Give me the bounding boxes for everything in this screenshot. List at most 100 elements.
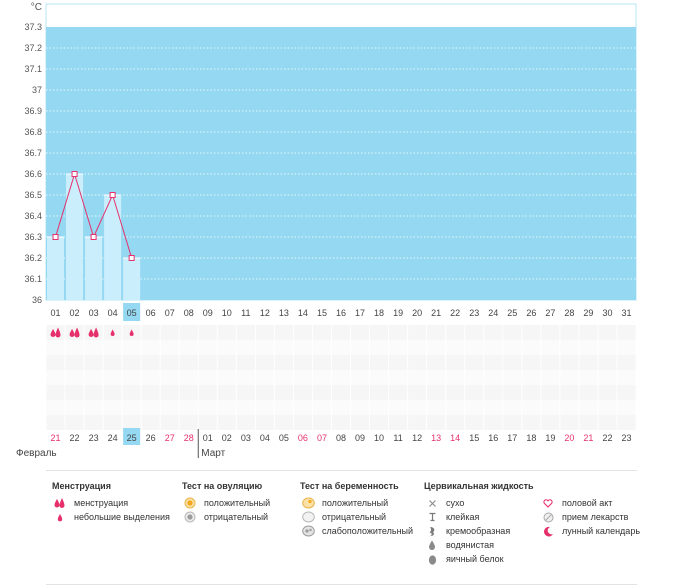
cycle-day-label: 27 — [545, 308, 555, 318]
sticky-icon — [424, 512, 440, 522]
date-label: 19 — [545, 433, 555, 443]
symbol-row — [46, 355, 636, 370]
legend-divider — [46, 470, 637, 471]
date-label: 14 — [450, 433, 460, 443]
cross-icon — [424, 499, 440, 508]
legend-cervical: Цервикальная жидкость сухо клейкая кремо… — [424, 481, 534, 566]
cycle-day-label: 29 — [583, 308, 593, 318]
pregnancy-positive-icon — [300, 497, 316, 509]
date-label: 21 — [51, 433, 61, 443]
legend-other: половой акт прием лекарств лунный календ… — [540, 481, 640, 538]
date-label: 10 — [374, 433, 384, 443]
pill-icon — [540, 512, 556, 523]
cycle-day-label: 01 — [51, 308, 61, 318]
date-label: 16 — [488, 433, 498, 443]
date-label: 03 — [241, 433, 251, 443]
cycle-day-label: 20 — [412, 308, 422, 318]
watery-icon — [424, 540, 440, 550]
symbol-row — [46, 325, 636, 340]
cycle-day-label: 14 — [298, 308, 308, 318]
date-label: 24 — [108, 433, 118, 443]
y-tick-label: 36 — [32, 295, 42, 305]
pregnancy-negative-icon — [300, 511, 316, 523]
legend-title: Цервикальная жидкость — [424, 481, 534, 491]
cycle-day-label: 30 — [602, 308, 612, 318]
drop-double-icon — [50, 327, 61, 338]
cycle-day-label: 07 — [165, 308, 175, 318]
cycle-day-label: 05 — [127, 308, 137, 318]
drop-double-icon — [69, 327, 80, 338]
date-label: 13 — [431, 433, 441, 443]
temperature-point — [52, 234, 59, 240]
date-label: 23 — [621, 433, 631, 443]
date-label: 09 — [355, 433, 365, 443]
cycle-day-label: 26 — [526, 308, 536, 318]
temperature-bar — [47, 237, 65, 300]
cycle-day-label: 12 — [260, 308, 270, 318]
cycle-day-label: 13 — [279, 308, 289, 318]
date-label: 27 — [165, 433, 175, 443]
cycle-day-label: 23 — [469, 308, 479, 318]
cycle-day-label: 16 — [336, 308, 346, 318]
legend-title: Тест на беременность — [300, 481, 399, 491]
cycle-day-label: 10 — [222, 308, 232, 318]
date-label: 06 — [298, 433, 308, 443]
date-label: 23 — [89, 433, 99, 443]
legend-item: отрицательный — [300, 510, 413, 524]
cycle-day-label: 24 — [488, 308, 498, 318]
cycle-day-label: 06 — [146, 308, 156, 318]
date-label: 01 — [203, 433, 213, 443]
drop-double-icon — [88, 327, 99, 338]
bottom-divider — [46, 584, 637, 585]
date-label: 22 — [602, 433, 612, 443]
temperature-point — [71, 171, 78, 177]
month-label-march: Март — [201, 448, 225, 459]
y-tick-label: 36.2 — [24, 253, 42, 263]
moon-icon — [540, 526, 556, 537]
legend-pregnancy: Тест на беременность положительный отриц… — [300, 481, 413, 538]
date-label: 15 — [469, 433, 479, 443]
today-highlight — [123, 428, 141, 445]
temperature-point — [109, 192, 116, 198]
ovulation-negative-icon — [182, 511, 198, 523]
y-tick-label: 37.1 — [24, 64, 42, 74]
drop-small-icon — [110, 329, 115, 336]
date-label: 08 — [336, 433, 346, 443]
y-tick-label: 36.4 — [24, 211, 42, 221]
legend-item: кремообразная — [424, 524, 534, 538]
ovulation-positive-icon — [182, 497, 198, 509]
legend-item: менструация — [52, 496, 170, 510]
y-tick-label: 36.7 — [24, 148, 42, 158]
cycle-day-label: 22 — [450, 308, 460, 318]
temperature-bar — [66, 174, 84, 300]
date-label: 25 — [127, 433, 137, 443]
cycle-day-label: 17 — [355, 308, 365, 318]
cycle-day-label: 21 — [431, 308, 441, 318]
cycle-day-label: 08 — [184, 308, 194, 318]
y-tick-label: 36.6 — [24, 169, 42, 179]
symbol-row — [46, 340, 636, 355]
y-tick-label: 37.3 — [24, 22, 42, 32]
cycle-day-label: 04 — [108, 308, 118, 318]
drop-small-icon — [52, 513, 68, 522]
legend-item: водянистая — [424, 538, 534, 552]
legend-item: клейкая — [424, 510, 534, 524]
date-label: 21 — [583, 433, 593, 443]
legend-item: яичный белок — [424, 552, 534, 566]
legend-item: положительный — [182, 496, 270, 510]
plot-area — [46, 27, 636, 300]
legend-item: лунный календарь — [540, 524, 640, 538]
y-tick-label: 36.3 — [24, 232, 42, 242]
date-label: 26 — [146, 433, 156, 443]
creamy-icon — [424, 526, 440, 537]
cycle-day-label: 25 — [507, 308, 517, 318]
y-tick-label: 36.8 — [24, 127, 42, 137]
date-label: 05 — [279, 433, 289, 443]
legend-title: Менструация — [52, 481, 111, 491]
cycle-day-label: 02 — [70, 308, 80, 318]
drop-double-icon — [52, 497, 68, 509]
date-label: 17 — [507, 433, 517, 443]
temperature-point — [128, 255, 135, 261]
date-label: 11 — [393, 433, 402, 443]
cycle-day-label: 18 — [374, 308, 384, 318]
